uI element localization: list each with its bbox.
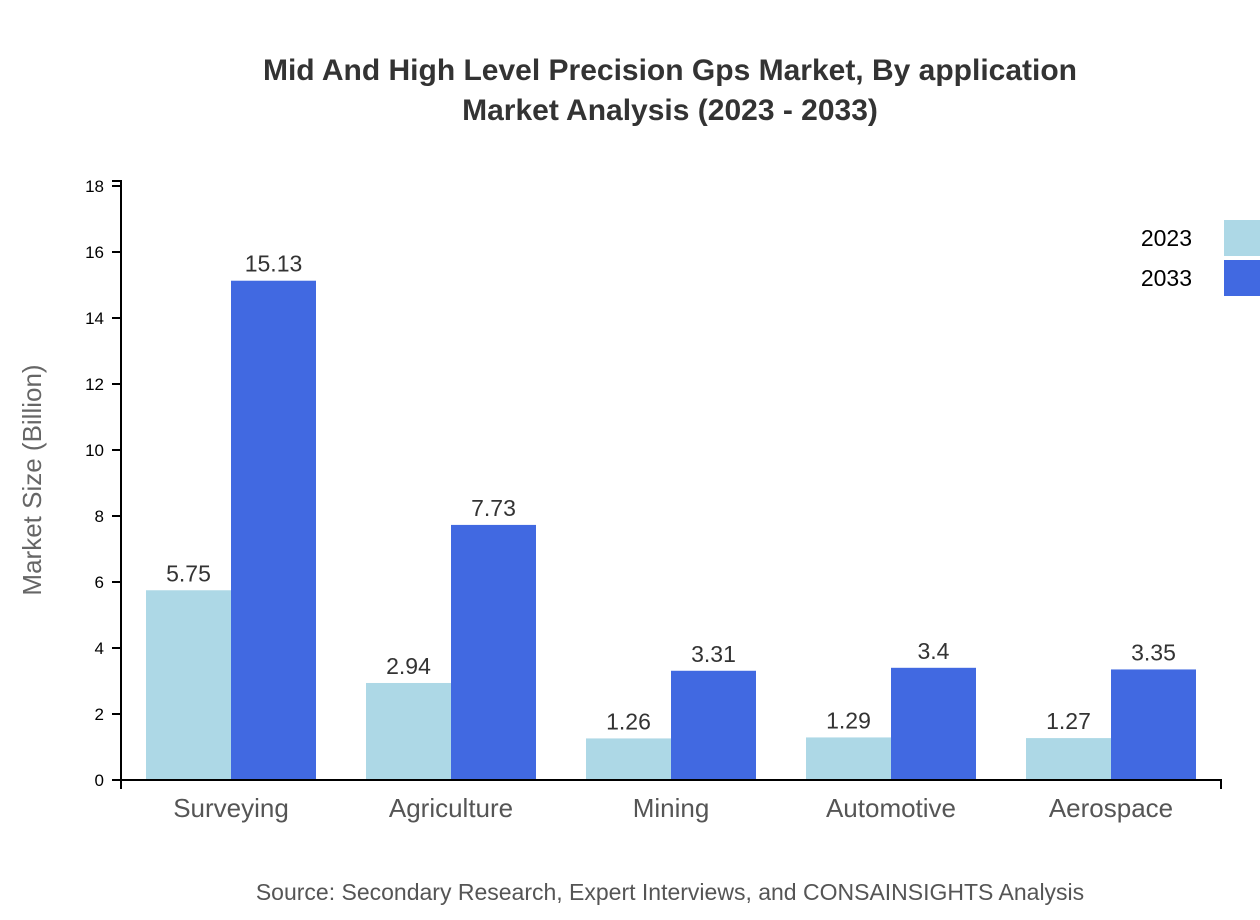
x-tick-label: Agriculture <box>389 793 513 823</box>
y-tick-label: 16 <box>85 243 104 262</box>
bar-automotive-2033 <box>891 667 976 780</box>
bar-mining-2033 <box>671 670 756 780</box>
bar-surveying-2023 <box>146 590 231 780</box>
y-tick-label: 18 <box>85 177 104 196</box>
bar-mining-2023 <box>586 738 671 780</box>
y-tick-label: 8 <box>95 507 104 526</box>
legend-label: 2033 <box>1141 265 1192 291</box>
bar-agriculture-2023 <box>366 682 451 780</box>
data-label: 3.4 <box>918 638 950 664</box>
bar-surveying-2033 <box>231 280 316 780</box>
data-label: 1.26 <box>606 708 651 734</box>
y-tick-label: 4 <box>95 639 104 658</box>
x-tick-label: Surveying <box>173 793 289 823</box>
y-axis-line <box>112 180 122 781</box>
y-tick-label: 2 <box>95 705 104 724</box>
legend-swatch-2033 <box>1224 260 1260 296</box>
data-label: 15.13 <box>245 251 303 277</box>
data-label: 7.73 <box>471 495 516 521</box>
data-label: 1.29 <box>826 707 871 733</box>
y-tick-label: 14 <box>85 309 104 328</box>
y-tick-label: 0 <box>95 771 104 790</box>
x-tick-label: Mining <box>633 793 710 823</box>
bar-aerospace-2023 <box>1026 738 1111 780</box>
chart-title-line-1: Mid And High Level Precision Gps Market,… <box>263 54 1077 87</box>
data-label: 3.31 <box>691 641 736 667</box>
x-tick-label: Aerospace <box>1049 793 1173 823</box>
y-tick-label: 6 <box>95 573 104 592</box>
y-axis-label: Market Size (Billion) <box>17 364 47 595</box>
x-axis-line <box>120 779 1222 789</box>
data-label: 2.94 <box>386 653 431 679</box>
chart-title-line-2: Market Analysis (2023 - 2033) <box>462 94 878 127</box>
bar-aerospace-2033 <box>1111 669 1196 780</box>
source-note: Source: Secondary Research, Expert Inter… <box>256 879 1084 905</box>
x-tick-label: Automotive <box>826 793 956 823</box>
legend-swatch-2023 <box>1224 220 1260 256</box>
bar-automotive-2023 <box>806 737 891 780</box>
bar-agriculture-2033 <box>451 524 536 780</box>
y-tick-label: 10 <box>85 441 104 460</box>
legend-label: 2023 <box>1141 225 1192 251</box>
y-tick-label: 12 <box>85 375 104 394</box>
data-label: 3.35 <box>1131 639 1176 665</box>
data-label: 5.75 <box>166 560 211 586</box>
data-label: 1.27 <box>1046 708 1091 734</box>
